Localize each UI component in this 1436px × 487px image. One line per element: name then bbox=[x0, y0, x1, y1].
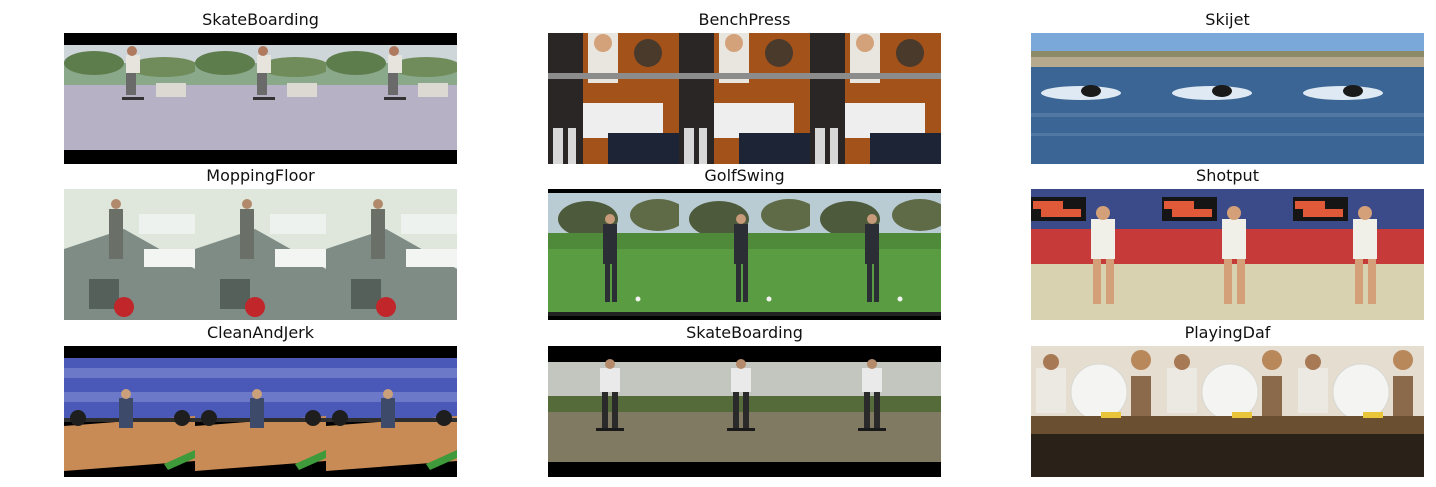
frame-image bbox=[195, 33, 326, 164]
frame-image bbox=[326, 189, 457, 320]
frame-image bbox=[810, 346, 941, 477]
video-frame bbox=[195, 346, 326, 477]
video-frame bbox=[195, 189, 326, 320]
video-frame bbox=[679, 33, 810, 164]
frame-image bbox=[1293, 346, 1424, 477]
video-frame bbox=[1293, 189, 1424, 320]
frame-image bbox=[548, 189, 679, 320]
frame-strip bbox=[1031, 189, 1424, 320]
frame-image bbox=[679, 346, 810, 477]
frame-image bbox=[548, 33, 679, 164]
frame-image bbox=[679, 189, 810, 320]
frame-image bbox=[195, 189, 326, 320]
frame-image bbox=[326, 346, 457, 477]
panel-title: SkateBoarding bbox=[202, 10, 319, 29]
video-frame bbox=[326, 189, 457, 320]
panel-title: SkateBoarding bbox=[686, 323, 803, 342]
frame-image bbox=[1031, 33, 1162, 164]
frame-image bbox=[1162, 33, 1293, 164]
video-frame bbox=[64, 189, 195, 320]
video-frame bbox=[548, 346, 679, 477]
video-frame bbox=[64, 33, 195, 164]
video-frame bbox=[1293, 33, 1424, 164]
frame-image bbox=[1031, 346, 1162, 477]
video-frame bbox=[1031, 189, 1162, 320]
video-frame bbox=[1162, 189, 1293, 320]
frame-strip bbox=[1031, 33, 1424, 164]
video-frame bbox=[548, 33, 679, 164]
video-frame bbox=[326, 33, 457, 164]
frame-image bbox=[548, 346, 679, 477]
frame-image bbox=[64, 189, 195, 320]
video-frame bbox=[64, 346, 195, 477]
video-frame bbox=[1031, 33, 1162, 164]
frame-image bbox=[1162, 189, 1293, 320]
panel-title: Skijet bbox=[1205, 10, 1250, 29]
video-frame bbox=[1162, 346, 1293, 477]
frame-strip bbox=[1031, 346, 1424, 477]
frame-image bbox=[326, 33, 457, 164]
video-frame bbox=[810, 346, 941, 477]
video-frame bbox=[1031, 346, 1162, 477]
video-frame bbox=[195, 33, 326, 164]
panel-title: MoppingFloor bbox=[206, 166, 315, 185]
video-frame bbox=[679, 346, 810, 477]
video-frame bbox=[810, 33, 941, 164]
video-frame bbox=[679, 189, 810, 320]
panel-title: BenchPress bbox=[698, 10, 791, 29]
frame-image bbox=[1031, 189, 1162, 320]
frame-strip bbox=[64, 189, 457, 320]
frame-strip bbox=[64, 346, 457, 477]
panel-title: CleanAndJerk bbox=[206, 323, 315, 342]
video-frame bbox=[1162, 33, 1293, 164]
frame-image bbox=[679, 33, 810, 164]
video-frame bbox=[810, 189, 941, 320]
frame-image bbox=[1162, 346, 1293, 477]
frame-image bbox=[1293, 189, 1424, 320]
frame-strip bbox=[548, 33, 941, 164]
panel-title: GolfSwing bbox=[704, 166, 785, 185]
frame-image bbox=[1293, 33, 1424, 164]
frame-image bbox=[810, 33, 941, 164]
frame-image bbox=[64, 33, 195, 164]
frame-strip bbox=[548, 346, 941, 477]
frame-strip bbox=[548, 189, 941, 320]
frame-image bbox=[810, 189, 941, 320]
panel-title: PlayingDaf bbox=[1184, 323, 1271, 342]
frame-image bbox=[195, 346, 326, 477]
frame-image bbox=[64, 346, 195, 477]
video-frame bbox=[1293, 346, 1424, 477]
video-frame bbox=[548, 189, 679, 320]
video-frame bbox=[326, 346, 457, 477]
frame-strip bbox=[64, 33, 457, 164]
panel-title: Shotput bbox=[1196, 166, 1259, 185]
